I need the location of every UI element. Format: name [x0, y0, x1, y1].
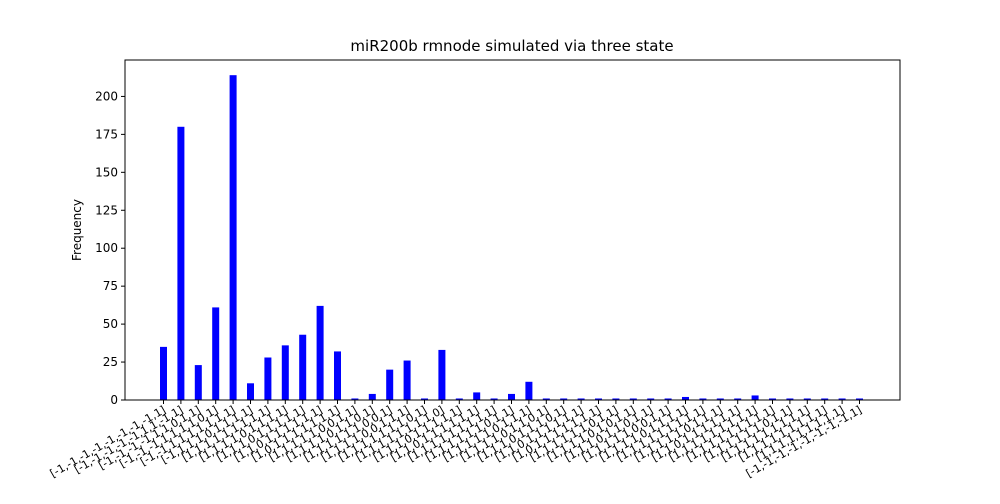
bar: [386, 369, 394, 400]
bar: [490, 398, 498, 400]
bar: [264, 357, 272, 400]
x-axis: [-1,-1,-1,-1,-1,-1,-1,-1,1][-1,-1,-1,-1,…: [48, 400, 864, 480]
y-axis: 0 25 50 75 100 125 150 175 200: [95, 89, 125, 407]
bar: [351, 398, 359, 400]
y-tick-label: 125: [95, 203, 118, 217]
bar: [682, 396, 689, 400]
bar: [786, 398, 794, 400]
bar: [421, 398, 428, 400]
bar: [473, 392, 481, 400]
bar: [194, 365, 202, 400]
y-tick-label: 0: [110, 393, 118, 407]
bar: [212, 307, 220, 400]
bar: [455, 398, 463, 400]
bar: [316, 305, 324, 400]
bar: [856, 398, 863, 400]
bar: [160, 346, 167, 401]
bar: [542, 398, 550, 400]
bar: [838, 398, 846, 400]
bar: [595, 398, 602, 400]
bar: [281, 345, 289, 400]
y-tick-label: 25: [103, 355, 118, 369]
y-tick-label: 75: [103, 279, 118, 293]
bar: [229, 75, 237, 401]
bar: [821, 398, 829, 400]
bar: [734, 398, 742, 400]
plot-frame: [124, 59, 901, 401]
bar: [177, 126, 185, 400]
bar: [508, 393, 515, 400]
bar: [664, 398, 672, 400]
bar: [525, 381, 533, 400]
bar: [247, 383, 254, 400]
chart-title: miR200b rmnode simulated via three state: [350, 37, 673, 55]
y-tick-label: 200: [95, 89, 118, 103]
y-tick-label: 50: [103, 317, 118, 331]
bar: [769, 398, 776, 400]
bar: [299, 334, 307, 400]
y-tick-label: 175: [95, 127, 118, 141]
y-tick-label: 150: [95, 165, 118, 179]
bar: [334, 351, 341, 400]
bar: [803, 398, 811, 400]
bar: [577, 398, 585, 400]
y-axis-label: Frequency: [70, 199, 84, 261]
bar: [629, 398, 637, 400]
bar: [612, 398, 620, 400]
y-tick-label: 100: [95, 241, 118, 255]
bar: [368, 393, 376, 400]
bar: [647, 398, 655, 400]
bar: [438, 349, 446, 400]
bar: [716, 398, 724, 400]
bar: [699, 398, 707, 400]
bar: [403, 360, 411, 400]
bar: [560, 398, 568, 400]
bars-group: [160, 75, 863, 401]
bar: [751, 395, 759, 400]
